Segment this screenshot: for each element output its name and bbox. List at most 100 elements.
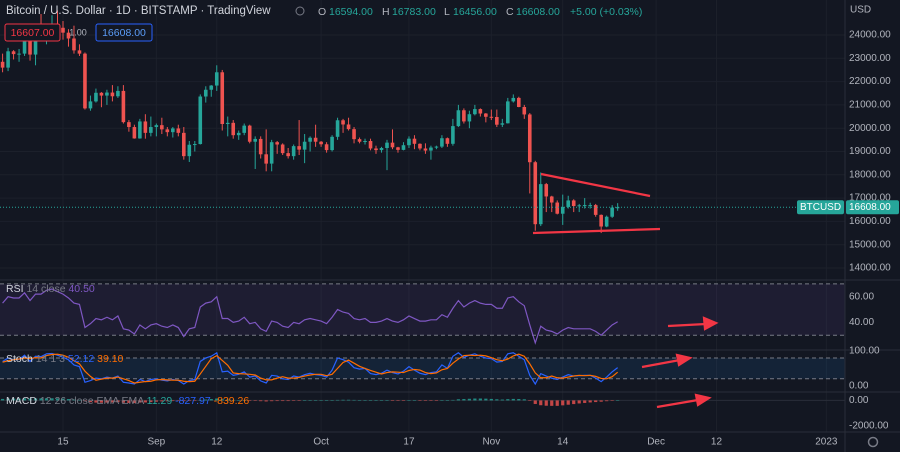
histogram-bar <box>66 399 71 401</box>
y-tick-label: 60.00 <box>849 291 874 302</box>
histogram-bar <box>429 400 433 401</box>
candle-body <box>214 72 219 86</box>
histogram-bar <box>401 400 406 401</box>
candle-body <box>33 36 38 55</box>
candle-body <box>220 72 225 125</box>
candle-body <box>500 123 505 125</box>
order-size[interactable]: 1.00 <box>69 27 87 37</box>
candle-body <box>203 89 208 97</box>
histogram-bar <box>445 400 450 401</box>
histogram-bar <box>6 398 10 401</box>
symbol-tag <box>797 200 844 215</box>
histogram-bar <box>182 400 186 402</box>
histogram-bar <box>418 400 422 401</box>
x-tick-label: 14 <box>557 437 569 448</box>
candle-body <box>588 205 592 207</box>
symbol-label: BTCUSD <box>800 202 841 213</box>
candle-body <box>599 214 603 227</box>
candle-body <box>495 117 499 125</box>
candle-body <box>280 144 285 154</box>
buy-price[interactable]: 16608.00 <box>102 27 146 39</box>
histogram-bar <box>346 399 351 401</box>
histogram-bar <box>473 398 477 401</box>
histogram-bar <box>242 400 246 401</box>
histogram-bar <box>324 400 329 401</box>
histogram-bar <box>594 400 598 403</box>
histogram-bar <box>550 400 554 406</box>
histogram-bar <box>297 400 301 401</box>
histogram-bar <box>292 400 296 401</box>
x-tick-label: 15 <box>57 437 69 448</box>
histogram-bar <box>407 400 411 401</box>
histogram-bar <box>577 400 581 404</box>
candle-body <box>451 126 455 144</box>
candle-body <box>99 92 104 96</box>
histogram-bar <box>588 400 592 403</box>
histogram-bar <box>77 399 82 401</box>
histogram-bar <box>143 400 147 403</box>
buy-button[interactable] <box>95 23 153 42</box>
candle-body <box>571 200 576 207</box>
histogram-bar <box>385 400 389 401</box>
settings-icon[interactable] <box>867 436 879 448</box>
x-tick-label: 2023 <box>815 437 838 448</box>
histogram-bar <box>303 400 307 401</box>
histogram-bar <box>374 400 378 401</box>
band-fill <box>0 357 845 379</box>
candle-body <box>182 132 186 157</box>
candle-body <box>434 146 439 148</box>
legend-part: 12 26 close EMA EMA <box>40 395 144 407</box>
histogram-bar <box>379 400 384 401</box>
ohlc-value: 16608.00 <box>516 6 560 18</box>
histogram-bar <box>456 399 460 401</box>
y-tick-label: 22000.00 <box>849 76 891 87</box>
sell-button[interactable] <box>4 23 61 42</box>
x-tick-label: 12 <box>211 437 223 448</box>
histogram-bar <box>281 400 285 402</box>
y-tick-label: 20000.00 <box>849 123 891 134</box>
sell-price[interactable]: 16607.00 <box>11 27 55 39</box>
x-tick-label: Oct <box>313 437 329 448</box>
histogram-bar <box>165 400 169 402</box>
histogram-bar <box>330 400 334 401</box>
histogram-bar <box>198 400 202 401</box>
histogram-bar <box>528 400 532 401</box>
y-tick-label: 16000.00 <box>849 216 891 227</box>
histogram-bar <box>616 400 620 401</box>
histogram-bar <box>259 400 263 402</box>
histogram-bar <box>110 400 115 403</box>
legend-part: 14 1 3 <box>36 353 65 365</box>
histogram-bar <box>572 400 576 405</box>
x-tick-label: 17 <box>403 437 415 448</box>
candle-body <box>231 122 236 136</box>
histogram-bar <box>522 399 526 401</box>
candle-body <box>396 147 400 150</box>
candle-body <box>253 138 257 142</box>
histogram-bar <box>357 400 362 401</box>
arrow-head <box>702 316 719 331</box>
candle-body <box>247 125 252 142</box>
histogram-bar <box>116 400 120 403</box>
visibility-icon[interactable] <box>295 6 305 16</box>
grid <box>0 283 845 401</box>
histogram-bar <box>44 398 49 401</box>
histogram-bar <box>319 400 323 401</box>
last-price-tag <box>846 200 899 215</box>
histogram-bar <box>423 400 428 401</box>
indicator-line <box>2 353 619 384</box>
candle-body <box>522 106 527 115</box>
candle-body <box>319 141 323 145</box>
legend-part: -839.26 <box>214 395 250 407</box>
candle-body <box>0 61 5 68</box>
histogram-bar <box>99 400 104 403</box>
y-tick-label: 100.00 <box>849 346 880 357</box>
histogram-bar <box>50 398 54 401</box>
y-tick-label: 19000.00 <box>849 146 891 157</box>
histogram-bar <box>544 400 548 406</box>
histogram-bar <box>171 400 175 402</box>
candle-body <box>368 141 373 149</box>
candle-body <box>88 101 93 109</box>
candle-body <box>165 129 170 133</box>
